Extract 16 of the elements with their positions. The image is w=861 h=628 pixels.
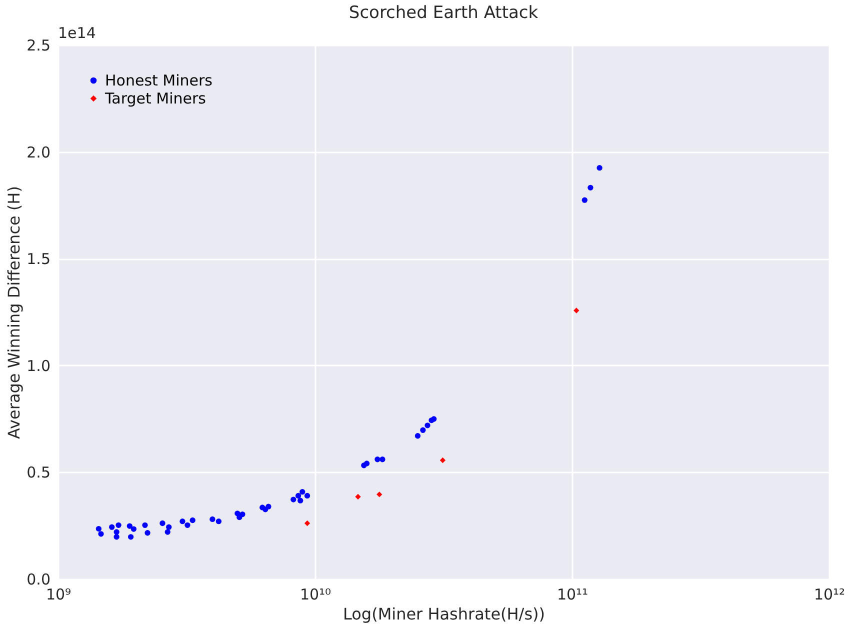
x-tick-label: 10¹⁰	[300, 586, 332, 604]
x-axis-title: Log(Miner Hashrate(H/s))	[342, 604, 546, 624]
x-tick-label: 10¹²	[814, 586, 846, 604]
y-tick-label: 2.5	[26, 36, 50, 54]
x-tick-label: 10¹¹	[556, 586, 588, 604]
y-tick-label: 0.5	[26, 464, 50, 482]
chart-title: Scorched Earth Attack	[348, 3, 538, 23]
y-tick-label: 0.0	[26, 570, 50, 588]
y-tick-label: 1.0	[26, 356, 50, 375]
text: 1e14	[58, 24, 96, 42]
legend-label: Honest Miners	[105, 72, 213, 90]
y-axis-title: Average Winning Difference (H)	[4, 186, 24, 439]
y-tick-label: 1.5	[26, 250, 50, 268]
y-tick-label: 2.0	[26, 143, 50, 162]
legend-label: Target Miners	[104, 90, 206, 108]
x-tick-label: 10⁹	[46, 586, 72, 604]
